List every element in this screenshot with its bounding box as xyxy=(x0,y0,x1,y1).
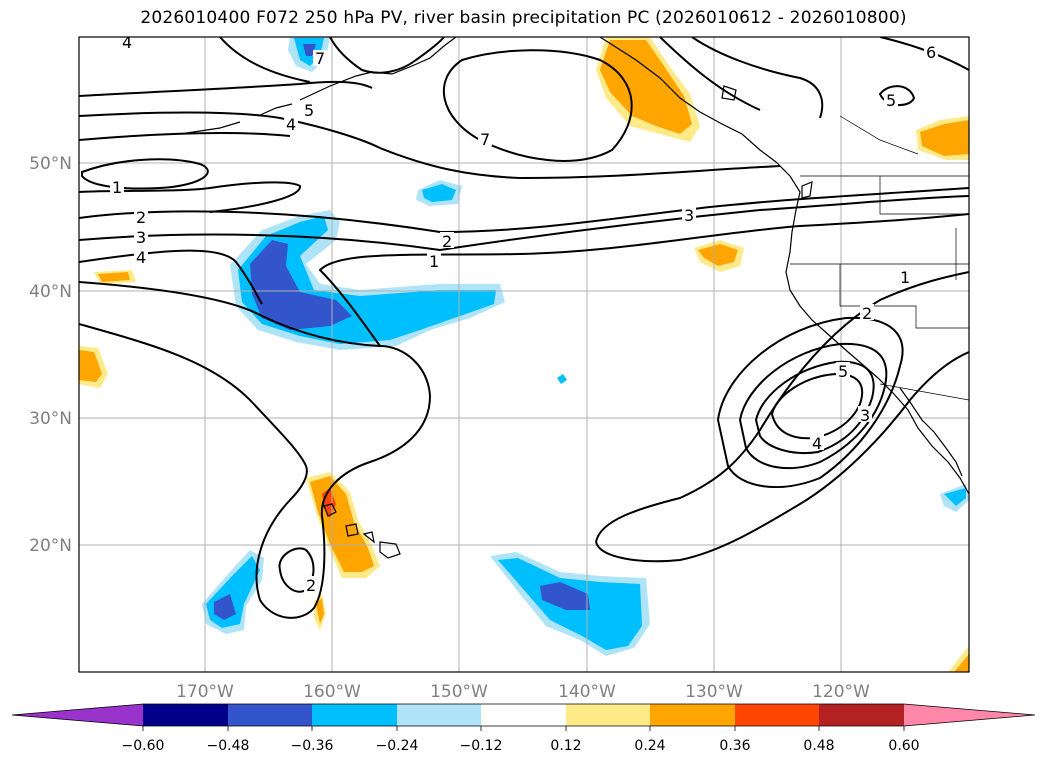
lat-tick-50: 50°N xyxy=(29,154,72,174)
pv-cutoff-4 xyxy=(754,360,875,454)
contour-label: 4 xyxy=(812,434,822,453)
pv-contour-2 xyxy=(79,187,969,234)
contour-label: 3 xyxy=(684,206,694,225)
contour-label: 4 xyxy=(286,115,296,134)
hawaii-islands xyxy=(323,503,401,559)
contour-label: 1 xyxy=(900,268,910,287)
lon-tick-120w: 120°W xyxy=(812,682,870,702)
contour-label: 5 xyxy=(304,101,314,120)
contour-label: 4 xyxy=(136,248,146,267)
pv-trough-loop xyxy=(79,323,432,619)
colorbar-band-p4 xyxy=(819,704,904,726)
north-america-coast xyxy=(599,37,969,495)
pv-cutoff-5 xyxy=(770,372,864,440)
pv-contour-4-north xyxy=(79,111,781,180)
gridlines xyxy=(79,37,969,672)
colorbar-tick-label: −0.48 xyxy=(207,738,250,754)
pv-cutoff-3 xyxy=(738,342,888,470)
contour-label: 7 xyxy=(480,130,490,149)
pv-contour-1-west xyxy=(81,158,209,190)
contour-label: 2 xyxy=(442,232,452,251)
map-title: 2026010400 F072 250 hPa PV, river basin … xyxy=(140,8,907,28)
contour-label: 2 xyxy=(306,576,316,595)
lon-tick-160w: 160°W xyxy=(303,682,361,702)
contour-label: 4 xyxy=(122,33,132,52)
contour-label: 2 xyxy=(862,304,872,323)
lat-tick-20: 20°N xyxy=(29,536,72,556)
colorbar-band-zero xyxy=(481,704,566,726)
contour-label: 3 xyxy=(860,406,870,425)
colorbar-tick-label: −0.12 xyxy=(460,738,503,754)
lon-tick-130w: 130°W xyxy=(685,682,743,702)
contour-label: 7 xyxy=(315,49,325,68)
pv-contour-7-north xyxy=(443,49,633,162)
pv-contour-3 xyxy=(79,195,969,252)
lon-tick-150w: 150°W xyxy=(430,682,488,702)
borders xyxy=(790,115,969,401)
colorbar-tick-label: −0.60 xyxy=(122,738,165,754)
colorbar: −0.60 −0.48 −0.36 −0.24 −0.12 0.12 0.24 … xyxy=(11,703,1036,754)
colorbar-under xyxy=(12,704,143,726)
pv-contour-5-north xyxy=(79,80,373,97)
colorbar-band-p3 xyxy=(735,704,819,726)
baja-coast xyxy=(899,387,963,477)
pv-cutoff-2 xyxy=(716,316,904,489)
lat-tick-30: 30°N xyxy=(29,409,72,429)
colorbar-band-b3 xyxy=(312,704,397,726)
contour-label: 1 xyxy=(112,178,122,197)
colorbar-tick-label: 0.12 xyxy=(550,738,581,754)
pv-contour-2-loop xyxy=(278,547,315,593)
colorbar-over xyxy=(904,704,1035,726)
colorbar-tick-label: 0.24 xyxy=(634,738,665,754)
precip-negative-regions xyxy=(202,37,969,656)
colorbar-band-b1 xyxy=(143,704,228,726)
map-area: 4 7 5 4 7 6 5 1 2 3 4 2 1 3 xyxy=(79,33,969,672)
precip-positive-regions xyxy=(79,37,969,672)
contour-label: 5 xyxy=(838,362,848,381)
colorbar-tick-label: 0.60 xyxy=(888,738,919,754)
pv-cutoff-1 xyxy=(595,271,969,543)
colorbar-band-b2 xyxy=(228,704,312,726)
colorbar-tick-label: 0.48 xyxy=(803,738,834,754)
lon-tick-170w: 170°W xyxy=(176,682,234,702)
colorbar-tick-label: −0.36 xyxy=(291,738,334,754)
contour-label: 6 xyxy=(926,43,936,62)
lat-tick-labels: 50°N 40°N 30°N 20°N xyxy=(29,154,72,556)
lat-tick-40: 40°N xyxy=(29,282,72,302)
pv-contour-1-pacific xyxy=(79,213,969,348)
pv-contour-1-outer xyxy=(79,181,301,213)
pv-contour-5-alaska xyxy=(219,37,311,83)
contour-label: 1 xyxy=(429,252,439,271)
lon-tick-labels: 170°W 160°W 150°W 140°W 130°W 120°W xyxy=(176,682,870,702)
colorbar-band-b4 xyxy=(397,704,481,726)
coastlines xyxy=(179,37,969,559)
contour-label: 2 xyxy=(136,208,146,227)
map-frame xyxy=(78,36,970,673)
colorbar-tick-label: 0.36 xyxy=(719,738,750,754)
lon-tick-140w: 140°W xyxy=(558,682,616,702)
contour-labels: 4 7 5 4 7 6 5 1 2 3 4 2 1 3 xyxy=(110,33,938,595)
colorbar-band-p2 xyxy=(650,704,735,726)
contour-label: 3 xyxy=(136,228,146,247)
colorbar-tick-label: −0.24 xyxy=(376,738,419,754)
pv-contours xyxy=(79,37,969,619)
contour-label: 5 xyxy=(886,91,896,110)
colorbar-band-p1 xyxy=(566,704,650,726)
